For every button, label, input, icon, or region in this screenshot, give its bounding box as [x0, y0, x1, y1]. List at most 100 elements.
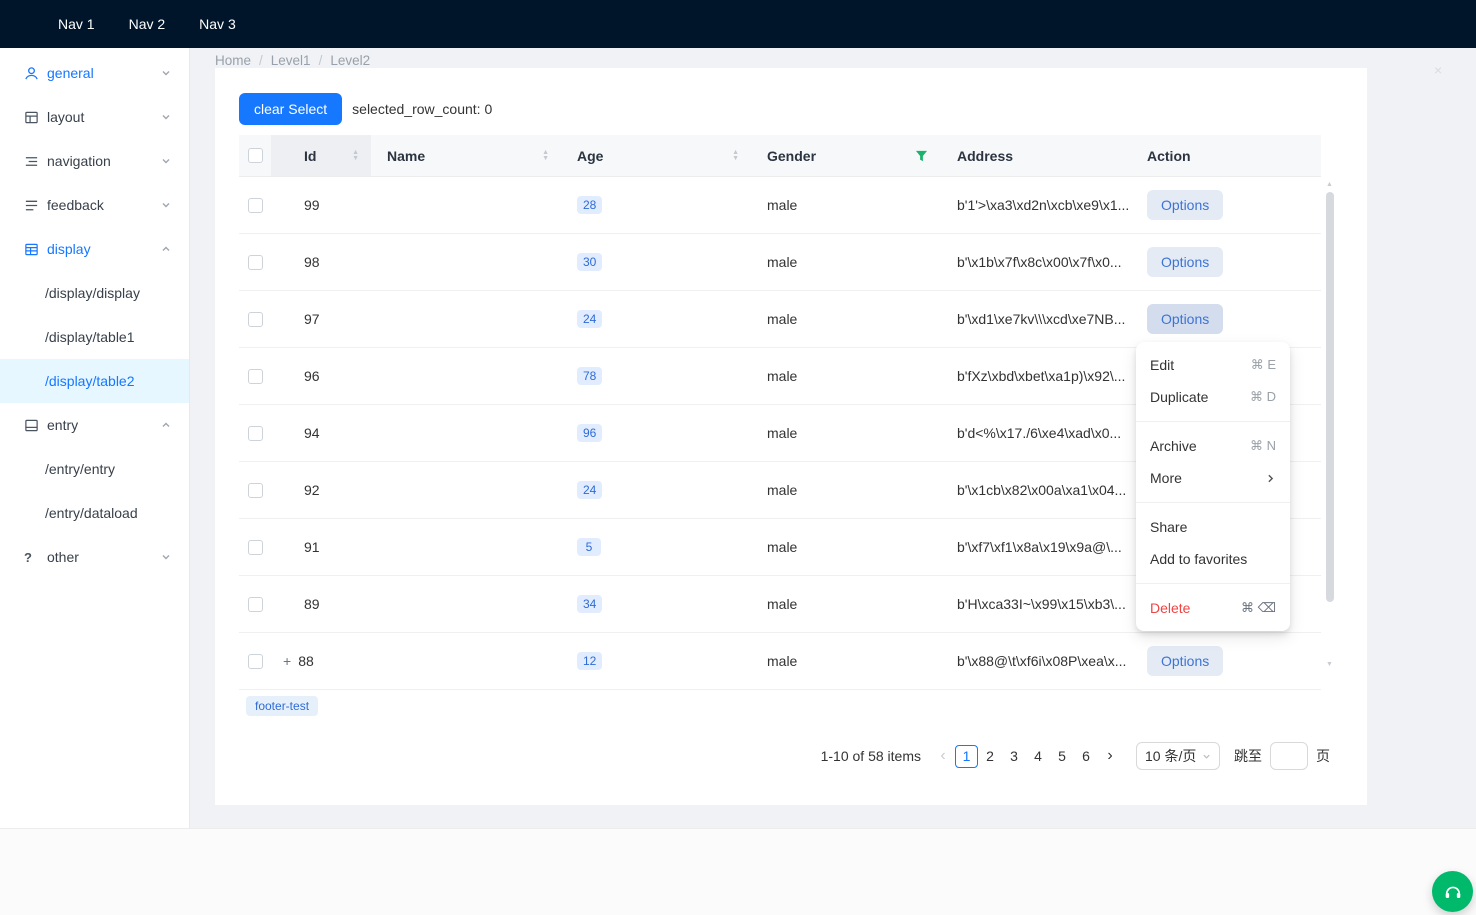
menu-item-archive[interactable]: Archive ⌘ N	[1150, 438, 1276, 454]
page-button-6[interactable]: 6	[1082, 748, 1090, 764]
menu-item-duplicate[interactable]: Duplicate ⌘ D	[1150, 389, 1276, 405]
scroll-down-icon[interactable]: ▼	[1326, 661, 1333, 668]
select-all-checkbox[interactable]	[247, 148, 263, 163]
chevron-down-icon	[161, 156, 171, 166]
menu-item-add-to-favorites[interactable]: Add to favorites	[1150, 551, 1248, 567]
expand-row-icon[interactable]: +	[283, 653, 292, 669]
question-icon: ?	[24, 549, 32, 565]
table-row[interactable]: 97 24 male b'\xd1\xe7kv\\\xcd\xe7NB... O…	[239, 291, 1321, 348]
table-row[interactable]: 99 28 male b'1'>\xa3\xd2n\xcb\xe9\x1... …	[239, 177, 1321, 234]
row-checkbox[interactable]	[247, 539, 263, 555]
row-checkbox[interactable]	[247, 425, 263, 441]
row-checkbox[interactable]	[247, 653, 263, 669]
chevron-up-icon	[161, 244, 171, 254]
next-page-button[interactable]: ›	[1107, 747, 1113, 764]
row-checkbox[interactable]	[247, 368, 263, 384]
menu-divider	[1136, 421, 1290, 422]
sidebar-item-display-display[interactable]: /display/display	[45, 285, 140, 301]
sort-icons[interactable]: ▲ ▼	[542, 148, 549, 162]
header-action: Action	[1147, 147, 1191, 164]
breadcrumb-level2[interactable]: Level2	[330, 52, 371, 68]
scrollbar-thumb[interactable]	[1325, 192, 1334, 602]
sidebar-item-entry[interactable]: entry	[0, 403, 189, 447]
menu-item-edit[interactable]: Edit ⌘ E	[1150, 357, 1276, 373]
sort-icons[interactable]: ▲ ▼	[732, 148, 739, 162]
age-tag: 24	[577, 481, 603, 499]
nav-item-1[interactable]: Nav 1	[58, 16, 95, 32]
table-row[interactable]: 98 30 male b'\x1b\x7f\x8c\x00\x7f\x0... …	[239, 234, 1321, 291]
table-row[interactable]: + 88 12 male b'\x88@\t\xf6i\x08P\xea\x..…	[239, 633, 1321, 690]
header-age[interactable]: Age ▲ ▼	[577, 147, 739, 164]
breadcrumb-level1[interactable]: Level1	[270, 52, 311, 68]
cell-address: b'\x1b\x7f\x8c\x00\x7f\x0...	[957, 254, 1122, 270]
page-button-2[interactable]: 2	[986, 748, 994, 764]
sidebar-item-general[interactable]: general	[0, 51, 189, 95]
sidebar-item-navigation[interactable]: navigation	[0, 139, 189, 183]
sidebar-item-display[interactable]: display	[0, 227, 189, 271]
cell-name	[371, 234, 561, 290]
cell-name	[371, 633, 561, 689]
sidebar-item-layout[interactable]: layout	[0, 95, 189, 139]
options-button[interactable]: Options	[1147, 247, 1224, 277]
cell-age: 12	[561, 633, 751, 689]
row-checkbox[interactable]	[247, 197, 263, 213]
sidebar-item-display-table1[interactable]: /display/table1	[45, 329, 135, 345]
prev-page-button[interactable]: ‹	[940, 747, 946, 764]
top-nav: Nav 1 Nav 2 Nav 3	[0, 0, 1476, 48]
clear-select-button[interactable]: clear Select	[239, 93, 343, 125]
cell-address: b'\xf7\xf1\x8a\x19\x9a@\...	[957, 539, 1122, 555]
cell-age: 96	[561, 405, 751, 461]
menu-item-share[interactable]: Share	[1150, 519, 1188, 535]
cell-id: 98	[304, 254, 320, 270]
cell-id: + 88	[283, 653, 314, 669]
page-button-1[interactable]: 1	[955, 744, 978, 768]
row-checkbox[interactable]	[247, 254, 263, 270]
shortcut-hint: ⌘ D	[1250, 389, 1276, 404]
breadcrumb-home[interactable]: Home	[215, 52, 252, 68]
nav-item-3[interactable]: Nav 3	[199, 16, 236, 32]
cell-address: b'fXz\xbd\xbet\xa1p)\x92\...	[957, 368, 1126, 384]
header-id[interactable]: Id ▲ ▼	[271, 135, 371, 176]
row-checkbox[interactable]	[247, 482, 263, 498]
scroll-up-icon[interactable]: ▲	[1326, 181, 1333, 188]
chevron-down-icon	[1202, 752, 1211, 761]
options-button[interactable]: Options	[1147, 190, 1224, 220]
table-scrollbar[interactable]: ▲ ▼	[1325, 181, 1334, 669]
sidebar-item-feedback[interactable]: feedback	[0, 183, 189, 227]
options-button[interactable]: Options	[1147, 304, 1224, 334]
sidebar-item-display-table2[interactable]: /display/table2	[0, 359, 189, 403]
cell-address: b'd<%\x17./6\xe4\xad\x0...	[957, 425, 1122, 441]
filter-icon[interactable]	[915, 150, 928, 162]
options-button[interactable]: Options	[1147, 646, 1224, 676]
cell-age: 78	[561, 348, 751, 404]
jump-page-input[interactable]	[1270, 742, 1308, 770]
cell-gender: male	[767, 539, 798, 555]
row-checkbox[interactable]	[247, 311, 263, 327]
menu-item-delete[interactable]: Delete ⌘ ⌫	[1150, 600, 1276, 616]
corner-close-icon[interactable]: ×	[1434, 62, 1443, 78]
sidebar-item-other[interactable]: ? other	[0, 535, 189, 579]
page-button-5[interactable]: 5	[1058, 748, 1066, 764]
breadcrumb: Home / Level1 / Level2	[190, 48, 1476, 68]
age-tag: 12	[577, 652, 603, 670]
sort-icons[interactable]: ▲ ▼	[352, 148, 359, 162]
breadcrumb-separator: /	[318, 52, 323, 68]
page-size-select[interactable]: 10 条/页	[1136, 742, 1220, 770]
cell-name	[371, 405, 561, 461]
menu-item-more[interactable]: More	[1136, 462, 1290, 494]
nav-item-2[interactable]: Nav 2	[128, 16, 166, 32]
user-icon	[24, 66, 39, 81]
page-button-4[interactable]: 4	[1034, 748, 1042, 764]
header-gender[interactable]: Gender	[751, 135, 941, 176]
cell-age: 28	[561, 177, 751, 233]
header-address: Address	[957, 147, 1014, 164]
page-button-3[interactable]: 3	[1010, 748, 1018, 764]
pagination: 1-10 of 58 items ‹ 1 2 3 4 5 6 › 10 条/页 …	[239, 742, 1343, 770]
sidebar-item-entry-entry[interactable]: /entry/entry	[45, 461, 116, 477]
cell-age: 5	[561, 519, 751, 575]
cell-gender: male	[767, 254, 798, 270]
row-checkbox[interactable]	[247, 596, 263, 612]
header-name[interactable]: Name ▲ ▼	[387, 147, 549, 164]
sidebar-item-entry-dataload[interactable]: /entry/dataload	[45, 505, 138, 521]
support-float-button[interactable]	[1432, 871, 1473, 912]
